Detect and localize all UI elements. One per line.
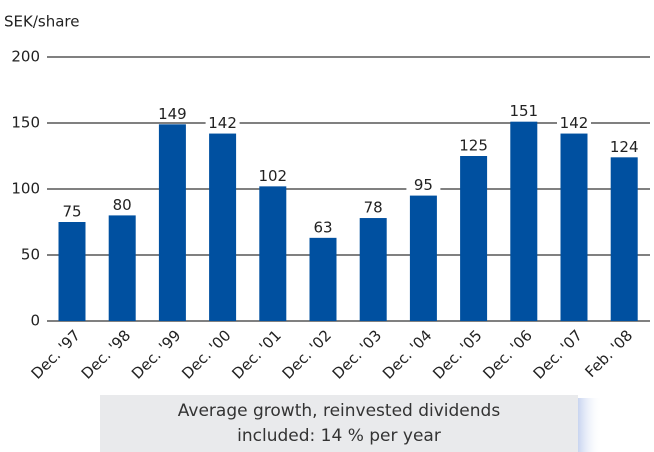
y-tick-label: 0 xyxy=(30,312,40,330)
value-label-bg xyxy=(155,105,190,123)
value-label-bg xyxy=(557,114,591,132)
note-line: included: 14 % per year xyxy=(237,426,441,446)
y-axis-label: SEK/share xyxy=(4,13,79,31)
note-shadow xyxy=(578,398,602,452)
bar xyxy=(409,195,437,321)
y-tick-label: 150 xyxy=(11,114,40,132)
note-box xyxy=(100,395,578,452)
value-label-bg xyxy=(105,196,140,214)
x-tick-label: Dec. '99 xyxy=(128,326,184,382)
note-line: Average growth, reinvested dividends xyxy=(178,401,501,421)
x-tick-label: Dec. '01 xyxy=(228,326,284,382)
value-label: 142 xyxy=(208,114,237,132)
y-tick-label: 50 xyxy=(21,246,40,264)
value-label-bg xyxy=(607,138,642,156)
bar xyxy=(359,218,387,321)
bar xyxy=(259,186,287,321)
x-tick-label: Dec. '05 xyxy=(429,326,485,382)
value-label-bg xyxy=(255,167,290,185)
value-label: 78 xyxy=(364,199,383,217)
bar xyxy=(610,157,638,321)
x-tick-label: Dec. '03 xyxy=(329,326,385,382)
x-tick-label: Dec. '98 xyxy=(78,326,134,382)
bar xyxy=(510,121,538,322)
bar xyxy=(460,156,488,321)
value-label: 95 xyxy=(414,176,433,194)
bar xyxy=(158,124,186,321)
value-label: 149 xyxy=(158,105,187,123)
y-tick-label: 200 xyxy=(11,48,40,66)
bar xyxy=(209,133,237,321)
x-tick-label: Dec. '07 xyxy=(530,326,586,382)
value-label-bg xyxy=(456,137,491,154)
x-tick-label: Dec. '04 xyxy=(379,326,435,382)
bar xyxy=(560,133,588,321)
value-label: 80 xyxy=(113,196,132,214)
value-label-bg xyxy=(406,176,441,194)
value-label: 124 xyxy=(610,138,639,156)
x-tick-label: Dec. '02 xyxy=(279,326,335,382)
value-label: 151 xyxy=(509,102,538,120)
value-label: 102 xyxy=(258,167,287,185)
bar xyxy=(108,215,136,321)
value-label-bg xyxy=(55,203,89,220)
value-label: 125 xyxy=(459,137,488,155)
value-label-bg xyxy=(306,218,340,236)
bar xyxy=(58,222,86,321)
x-tick-label: Dec. '00 xyxy=(178,326,234,382)
x-tick-label: Feb. '08 xyxy=(582,326,637,381)
y-tick-label: 100 xyxy=(11,180,40,198)
x-tick-label: Dec. '06 xyxy=(479,326,535,382)
x-tick-label: Dec. '97 xyxy=(28,326,84,382)
value-label-bg xyxy=(356,199,391,217)
value-label-bg xyxy=(205,114,240,132)
value-label: 142 xyxy=(560,114,589,132)
value-label: 63 xyxy=(313,218,332,236)
bar xyxy=(309,237,337,321)
value-label-bg xyxy=(506,102,541,120)
value-label: 75 xyxy=(62,203,81,221)
